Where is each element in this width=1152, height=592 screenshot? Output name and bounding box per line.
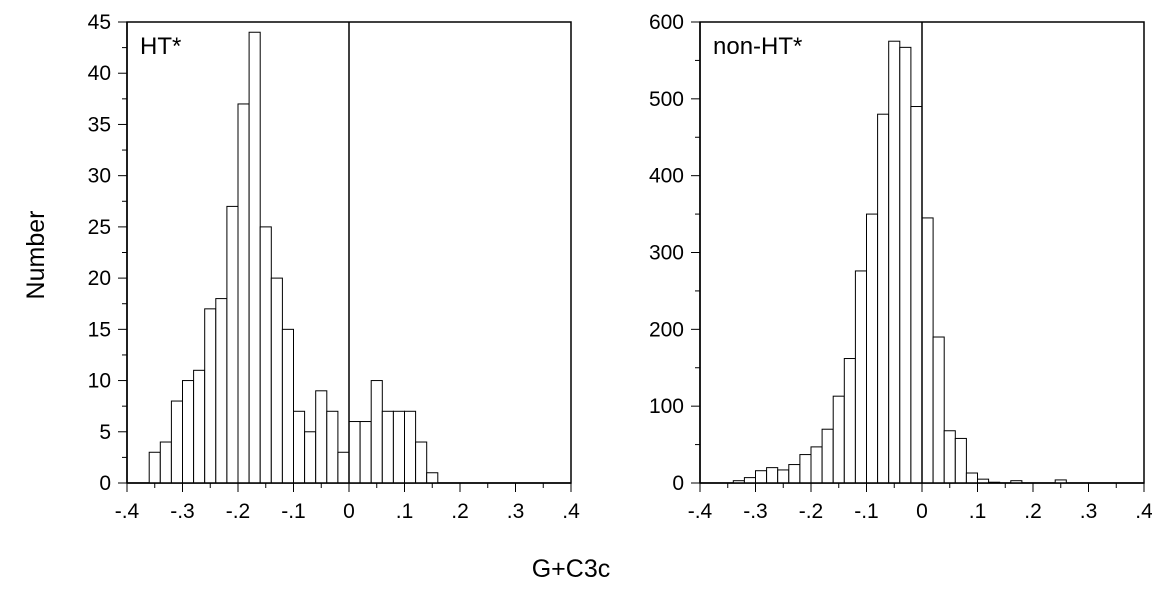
- y-tick-label: 5: [99, 421, 111, 444]
- histogram-bar: [404, 410, 417, 484]
- x-tick-label: .4: [562, 500, 580, 523]
- x-tick-label: .4: [1135, 500, 1152, 523]
- histogram-bar: [248, 31, 261, 484]
- x-tick-label: -.4: [115, 500, 140, 523]
- histogram-bar: [315, 390, 328, 484]
- histogram-bar: [226, 205, 239, 484]
- x-tick-label: -.1: [854, 500, 879, 523]
- y-tick-label: 600: [649, 11, 684, 34]
- histogram-bar: [415, 441, 428, 484]
- x-tick-label: -.1: [281, 500, 306, 523]
- x-tick-label: .2: [451, 500, 469, 523]
- histogram-bar: [259, 226, 272, 484]
- y-tick-label: 0: [672, 472, 684, 495]
- histogram-bar: [359, 421, 372, 484]
- x-tick-label: 0: [916, 500, 928, 523]
- histogram-bar: [159, 441, 172, 484]
- histogram-bar: [899, 46, 912, 484]
- histogram-bar: [743, 477, 757, 484]
- histogram-panel-non-ht: -.4 -.3 -.2 -.1 0 .1 .2 .3 .4 0 100 200 300 400 500 600…: [649, 11, 1152, 523]
- histogram-bar: [193, 369, 206, 484]
- histogram-bar: [426, 472, 439, 484]
- histogram-bar: [921, 217, 934, 484]
- histogram-bar: [270, 277, 283, 484]
- y-tick-label: 100: [649, 395, 684, 418]
- histogram-bar: [910, 106, 923, 484]
- histogram-bar: [777, 469, 790, 484]
- histogram-bar: [943, 430, 956, 484]
- y-tick-label: 500: [649, 88, 684, 111]
- histogram-bar: [281, 328, 294, 484]
- histogram-bar: [766, 467, 779, 484]
- x-axis-title: G+C3c: [532, 555, 611, 583]
- y-tick-label: 40: [88, 62, 111, 85]
- y-tick-label: 200: [649, 318, 684, 341]
- y-axis-title: Number: [22, 211, 50, 300]
- histogram-bar: [932, 336, 945, 484]
- panel-title: non-HT*: [713, 33, 802, 60]
- histogram-bar: [326, 410, 339, 484]
- histogram-bar: [337, 451, 350, 484]
- histogram-bar: [237, 103, 250, 484]
- y-tick-label: 400: [649, 165, 684, 188]
- histogram-bar: [832, 395, 845, 484]
- y-tick-label: 0: [99, 472, 111, 495]
- histogram-bar: [821, 428, 834, 484]
- histogram-bar: [348, 421, 361, 484]
- histogram-bar: [215, 298, 228, 484]
- x-tick-label: 0: [343, 500, 355, 523]
- histogram-bar: [788, 464, 801, 484]
- histogram-bar: [843, 358, 856, 484]
- y-tick-label: 25: [88, 216, 111, 239]
- histogram-bar: [810, 446, 823, 484]
- histogram-bar: [954, 437, 967, 484]
- x-tick-label: .1: [969, 500, 987, 523]
- y-tick-label: 10: [88, 370, 111, 393]
- histogram-bar: [182, 380, 195, 484]
- histogram-bar: [755, 470, 768, 484]
- y-tick-label: 20: [88, 267, 111, 290]
- histogram-bar: [370, 380, 383, 484]
- histogram-bar: [877, 113, 890, 484]
- x-tick-label: -.2: [799, 500, 824, 523]
- y-tick-label: 45: [88, 11, 111, 34]
- y-tick-label: 15: [88, 318, 111, 341]
- y-tick-label: 35: [88, 113, 111, 136]
- histogram-bar: [965, 472, 979, 484]
- histogram-bar: [148, 451, 161, 484]
- histogram-bar: [204, 308, 217, 484]
- histogram-bar: [381, 410, 394, 484]
- histogram-bar: [304, 431, 317, 484]
- histogram-panel-ht: -.4 -.3 -.2 -.1 0 .1 .2 .3 .4 0 5 10 15 20 25 30 35 40 45 H…: [88, 11, 580, 523]
- x-tick-label: .3: [507, 500, 525, 523]
- histogram-bar: [866, 213, 879, 484]
- histogram-bar: [799, 454, 812, 484]
- histogram-bar: [170, 400, 183, 484]
- x-tick-label: .1: [396, 500, 414, 523]
- x-tick-label: .3: [1080, 500, 1098, 523]
- x-tick-label: .2: [1024, 500, 1042, 523]
- panel-title: HT*: [140, 33, 181, 60]
- histogram-bar: [888, 40, 901, 484]
- y-tick-label: 300: [649, 242, 684, 265]
- x-tick-label: -.2: [226, 500, 251, 523]
- histogram-bar: [854, 270, 868, 484]
- histogram-bar: [293, 410, 306, 484]
- y-tick-label: 30: [88, 165, 111, 188]
- x-tick-label: -.3: [743, 500, 768, 523]
- x-tick-label: -.4: [688, 500, 713, 523]
- histogram-bar: [392, 410, 405, 484]
- x-tick-label: -.3: [170, 500, 195, 523]
